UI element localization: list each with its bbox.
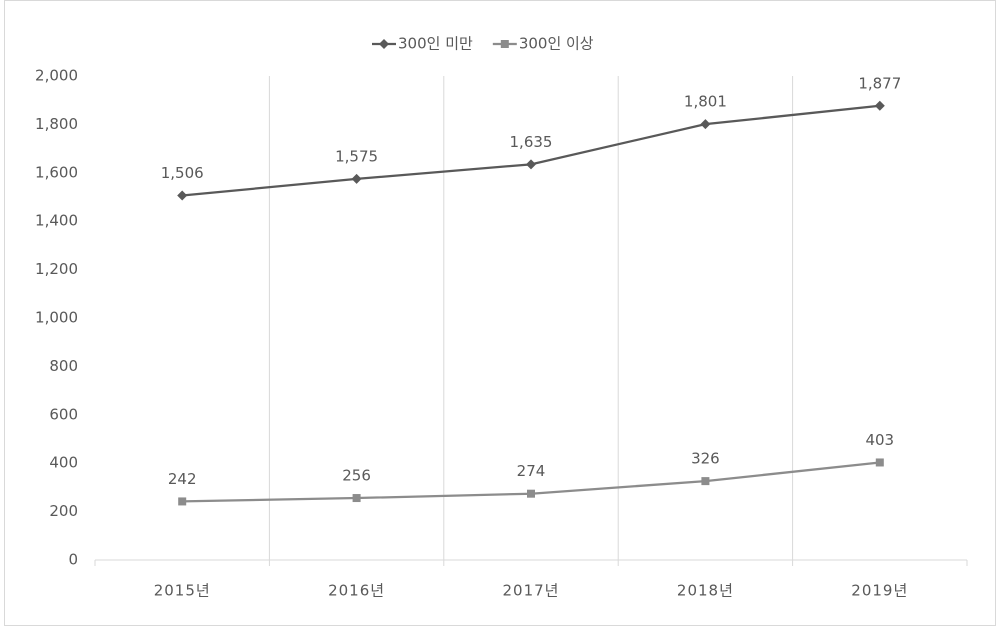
y-tick-label: 1,200 [35, 260, 78, 278]
y-tick-label: 600 [49, 405, 78, 423]
marker [527, 489, 535, 498]
x-tick-label: 2018년 [677, 582, 734, 600]
y-tick-label: 1,800 [35, 115, 78, 133]
data-label: 403 [865, 431, 894, 449]
marker [500, 40, 509, 48]
data-label: 256 [342, 467, 371, 485]
x-tick-label: 2016년 [328, 582, 385, 600]
legend-label: 300인 미만 [398, 35, 473, 53]
y-tick-label: 1,400 [35, 212, 78, 230]
marker [701, 477, 710, 486]
x-tick-label: 2015년 [154, 582, 211, 600]
data-label: 1,506 [161, 164, 204, 182]
marker [875, 458, 884, 467]
y-tick-label: 400 [49, 454, 78, 472]
chart-frame [4, 0, 996, 626]
y-tick-label: 1,000 [35, 309, 78, 327]
y-tick-label: 1,600 [35, 163, 78, 181]
marker [352, 494, 361, 503]
legend-label: 300인 이상 [519, 35, 594, 53]
marker [351, 173, 362, 184]
marker [178, 497, 187, 506]
x-tick-label: 2019년 [851, 582, 908, 600]
data-label: 1,877 [858, 74, 901, 92]
marker [700, 119, 711, 130]
data-label: 242 [168, 470, 197, 488]
marker [177, 190, 188, 201]
data-label: 1,575 [335, 147, 378, 165]
data-label: 274 [517, 462, 546, 480]
x-tick-label: 2017년 [503, 582, 560, 600]
marker [379, 39, 389, 49]
data-label: 1,635 [510, 133, 553, 151]
data-label: 1,801 [684, 93, 727, 111]
marker [874, 100, 885, 111]
y-tick-label: 0 [68, 551, 78, 569]
y-tick-label: 2,000 [35, 67, 78, 85]
marker [526, 159, 536, 170]
y-tick-label: 800 [49, 357, 78, 375]
data-label: 326 [691, 450, 720, 468]
y-tick-label: 200 [49, 502, 78, 520]
